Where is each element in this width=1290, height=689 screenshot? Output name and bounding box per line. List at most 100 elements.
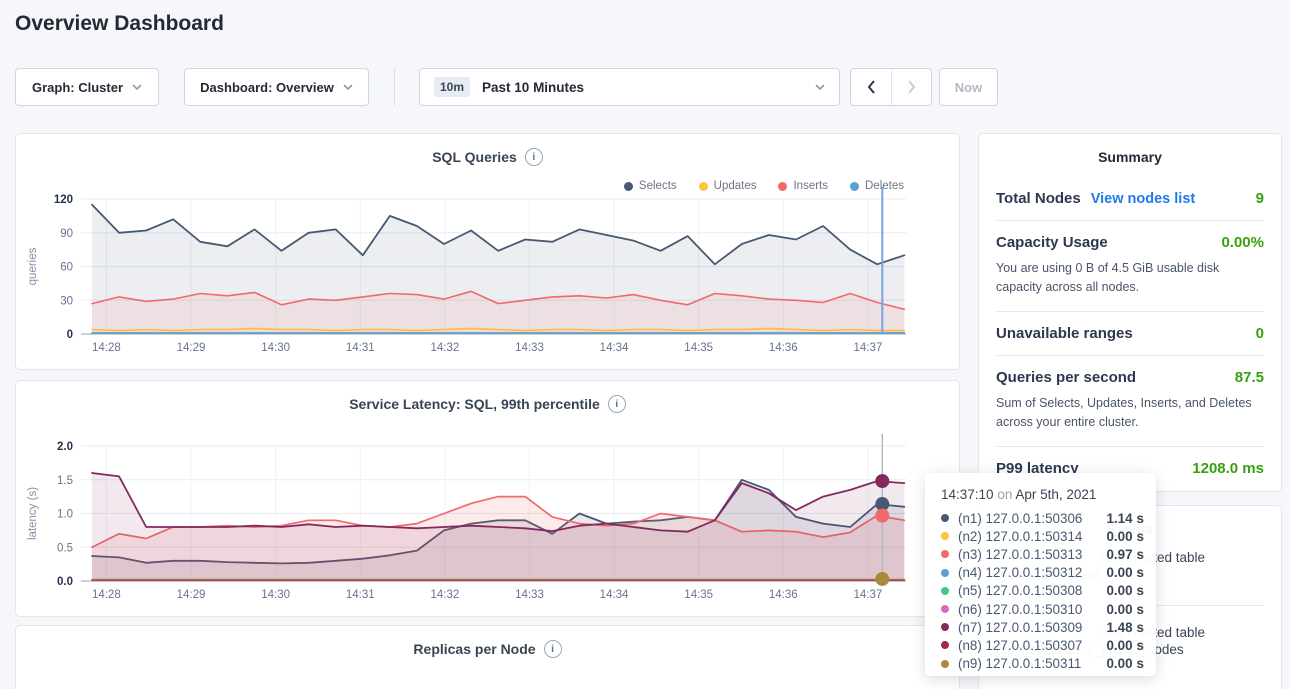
legend-dot-icon (623, 181, 633, 191)
legend-dot-icon (698, 181, 708, 191)
svg-text:14:28: 14:28 (92, 342, 121, 354)
svg-text:14:34: 14:34 (600, 589, 629, 601)
legend-label: Inserts (793, 180, 828, 192)
now-button[interactable]: Now (939, 68, 998, 106)
svg-text:14:36: 14:36 (769, 589, 798, 601)
chart-header: Replicas per Node i (16, 640, 959, 658)
tooltip-value: 1.14 (1106, 510, 1133, 526)
toolbar-divider (394, 68, 395, 106)
series-dot-icon (941, 568, 949, 577)
svg-text:latency (s): latency (s) (27, 487, 39, 540)
chevron-down-icon (343, 84, 353, 90)
tooltip-timestamp: 14:37:10 on Apr 5th, 2021 (941, 487, 1144, 502)
tooltip-row: (n7) 127.0.0.1:50309 1.48 s (941, 618, 1144, 636)
view-nodes-list-link[interactable]: View nodes list (1090, 191, 1196, 207)
series-dot-icon (941, 514, 949, 523)
chevron-right-icon (908, 80, 916, 94)
graph-dropdown[interactable]: Graph: Cluster (15, 68, 159, 106)
tooltip-value: 0.00 (1106, 601, 1133, 617)
summary-row-label: Unavailable ranges (996, 324, 1133, 342)
summary-row-label: Total Nodes (996, 190, 1081, 207)
summary-row-description: Sum of Selects, Updates, Inserts, and De… (996, 395, 1252, 430)
tooltip-node-label: (n6) 127.0.0.1:50310 (958, 601, 1083, 617)
tooltip-value: 0.00 (1106, 583, 1133, 599)
summary-row-label: P99 latency (996, 459, 1079, 477)
svg-text:14:33: 14:33 (515, 589, 544, 601)
legend-dot-icon (778, 181, 788, 191)
svg-text:0: 0 (67, 329, 73, 341)
series-dot-icon (941, 605, 949, 614)
svg-text:14:32: 14:32 (430, 342, 459, 354)
summary-row-value: 1208.0 ms (1192, 459, 1264, 477)
tooltip-row: (n2) 127.0.0.1:50314 0.00 s (941, 527, 1144, 545)
info-icon[interactable]: i (524, 148, 543, 166)
tooltip-row: (n4) 127.0.0.1:50312 0.00 s (941, 564, 1144, 582)
tooltip-value: 1.48 (1106, 619, 1133, 635)
svg-text:14:35: 14:35 (684, 342, 713, 354)
time-next-button[interactable] (891, 69, 931, 105)
legend-item-updates[interactable]: Updates (698, 180, 757, 192)
svg-text:14:37: 14:37 (854, 589, 883, 601)
summary-row-capacity-usage: Capacity Usage 0.00% You are using 0 B o… (996, 221, 1264, 312)
tooltip-node-label: (n3) 127.0.0.1:50313 (958, 546, 1083, 562)
info-icon[interactable]: i (607, 395, 626, 413)
tooltip-node-label: (n7) 127.0.0.1:50309 (958, 619, 1083, 635)
tooltip-node-label: (n8) 127.0.0.1:50307 (958, 637, 1083, 653)
legend-label: Selects (638, 180, 677, 192)
summary-row-p99-latency: P99 latency 1208.0 ms (996, 447, 1264, 490)
time-range-selector[interactable]: 10m Past 10 Minutes (419, 68, 840, 106)
chevron-left-icon (867, 80, 875, 94)
series-dot-icon (941, 532, 949, 541)
svg-text:14:33: 14:33 (515, 342, 544, 354)
tooltip-value: 0.97 (1106, 546, 1133, 562)
tooltip-value: 0.00 (1106, 637, 1133, 653)
time-shift-button-group (850, 68, 932, 106)
svg-text:90: 90 (60, 228, 73, 240)
dashboard-dropdown-label: Dashboard: Overview (200, 79, 334, 95)
legend-item-deletes[interactable]: Deletes (850, 180, 904, 192)
chart-title: Replicas per Node (413, 641, 536, 657)
svg-text:120: 120 (54, 194, 73, 206)
tooltip-unit: s (1136, 619, 1144, 635)
svg-text:14:30: 14:30 (261, 342, 290, 354)
chart-title: Service Latency: SQL, 99th percentile (349, 396, 600, 412)
svg-text:1.0: 1.0 (57, 509, 73, 521)
svg-text:14:31: 14:31 (346, 342, 375, 354)
summary-row-value: 87.5 (1234, 368, 1264, 386)
svg-text:14:28: 14:28 (92, 589, 121, 601)
svg-text:30: 30 (60, 295, 73, 307)
svg-text:queries: queries (27, 247, 39, 285)
chart-header: SQL Queries i (16, 148, 959, 166)
latency-chart-card: 14:28 14:29 14:30 14:31 14:32 14:33 14:34 14:35… (15, 380, 960, 617)
latency-chart[interactable]: 14:28 14:29 14:30 14:31 14:32 14:33 14:34 14:35… (16, 381, 959, 616)
series-dot-icon (941, 641, 949, 650)
series-dot-icon (941, 659, 949, 668)
summary-row-label: Queries per second (996, 368, 1137, 386)
time-prev-button[interactable] (851, 69, 891, 105)
dashboard-dropdown[interactable]: Dashboard: Overview (184, 68, 369, 106)
tooltip-time: 14:37:10 (941, 487, 994, 502)
sql-queries-chart[interactable]: 14:28 14:29 14:30 14:31 14:32 14:33 14:34 14:35… (16, 134, 959, 369)
replicas-chart-card: Replicas per Node i (15, 625, 960, 689)
tooltip-value: 0.00 (1106, 528, 1133, 544)
legend-item-selects[interactable]: Selects (623, 180, 677, 192)
legend-dot-icon (850, 181, 859, 191)
tooltip-value: 0.00 (1106, 565, 1133, 581)
summary-row-label: Capacity Usage (996, 234, 1108, 251)
tooltip-value: 0.00 (1106, 656, 1133, 672)
page-title: Overview Dashboard (15, 12, 224, 35)
tooltip-connector: on (997, 487, 1013, 502)
svg-text:60: 60 (60, 262, 73, 274)
chevron-down-icon (132, 84, 142, 90)
tooltip-row: (n8) 127.0.0.1:50307 0.00 s (941, 636, 1144, 654)
legend-item-inserts[interactable]: Inserts (778, 180, 828, 192)
series-dot-icon (941, 586, 949, 595)
legend-label: Updates (713, 180, 757, 192)
info-icon[interactable]: i (543, 640, 562, 658)
svg-text:14:37: 14:37 (854, 342, 883, 354)
svg-text:14:30: 14:30 (261, 589, 290, 601)
tooltip-row: (n3) 127.0.0.1:50313 0.97 s (941, 545, 1144, 563)
tooltip-row: (n5) 127.0.0.1:50308 0.00 s (941, 582, 1144, 600)
tooltip-unit: s (1136, 528, 1144, 544)
tooltip-row: (n1) 127.0.0.1:50306 1.14 s (941, 509, 1144, 527)
